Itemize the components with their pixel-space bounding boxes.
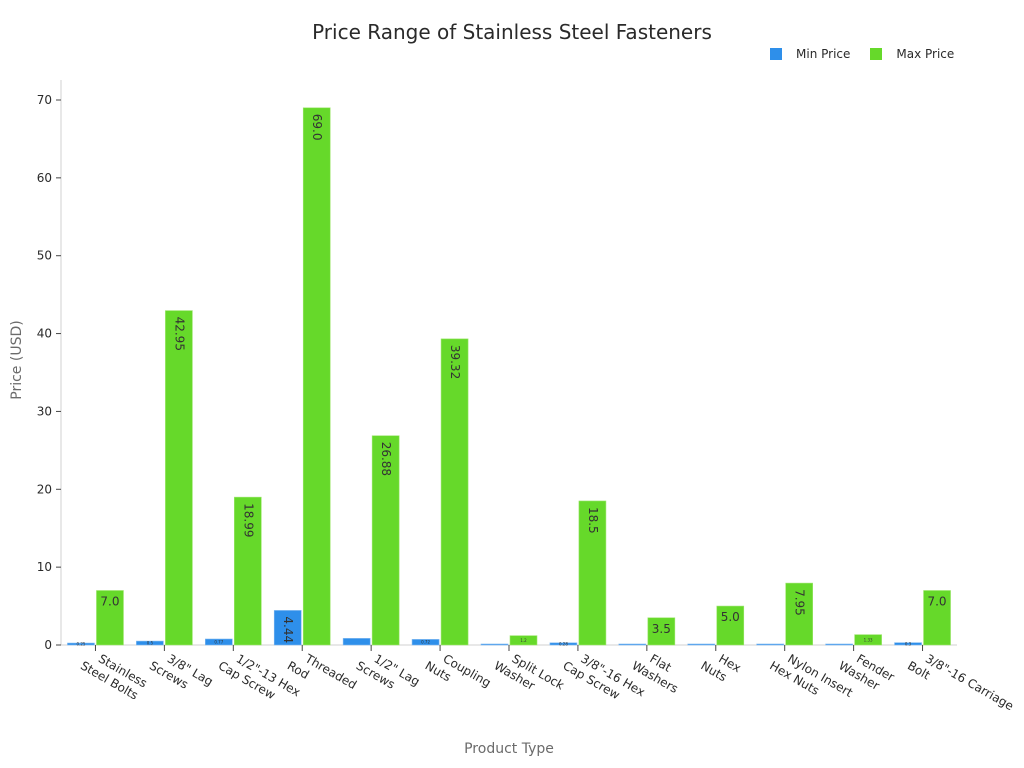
bar-value-label: 3.5 <box>652 622 671 636</box>
bar-max-3[interactable] <box>302 107 331 646</box>
bar-min-10[interactable] <box>756 643 784 646</box>
bar-min-6[interactable] <box>480 643 509 646</box>
bar-max-0[interactable] <box>96 590 124 646</box>
bar-min-5[interactable] <box>411 639 440 646</box>
bar-max-11[interactable] <box>854 634 882 646</box>
legend: Min Price Max Price <box>770 47 974 61</box>
bar-min-2[interactable] <box>205 638 233 646</box>
bar-min-7[interactable] <box>549 642 578 646</box>
bar-value-label: 4.44 <box>281 616 295 643</box>
y-tick-label: 20 <box>37 482 52 496</box>
legend-swatch-max <box>870 48 883 60</box>
y-tick-label: 10 <box>37 560 52 574</box>
y-tick-label: 60 <box>37 171 52 185</box>
legend-label-min: Min Price <box>796 47 851 61</box>
bar-max-9[interactable] <box>716 605 745 646</box>
bar-value-label: 1.2 <box>520 638 527 643</box>
bar-value-label: 0.72 <box>421 640 430 645</box>
bar-max-12[interactable] <box>923 590 951 646</box>
bar-max-6[interactable] <box>509 635 538 646</box>
svg-text:3/8"-16 Carriage: 3/8"-16 Carriage <box>923 651 1016 713</box>
bar-min-3[interactable] <box>273 610 302 646</box>
x-axis-label: Product Type <box>464 741 554 757</box>
bar-max-4[interactable] <box>371 435 400 646</box>
y-tick-label: 40 <box>37 327 52 341</box>
bar-value-label: 0.25 <box>77 642 86 647</box>
bar-value-label: 1.33 <box>864 637 873 642</box>
bar-value-label: 5.0 <box>721 610 740 624</box>
bar-value-label: 42.95 <box>172 317 186 351</box>
legend-item-max-price[interactable]: Max Price <box>870 47 954 61</box>
y-tick-label: 30 <box>37 404 52 418</box>
bar-value-label: 18.99 <box>241 503 255 537</box>
bar-value-label: 0.3 <box>905 641 912 646</box>
legend-swatch-min <box>770 48 782 60</box>
y-tick-label: 50 <box>37 249 52 263</box>
bar-min-11[interactable] <box>825 643 853 646</box>
bar-min-8[interactable] <box>618 643 647 646</box>
bar-value-label: 7.0 <box>927 595 946 609</box>
bar-max-2[interactable] <box>234 496 262 646</box>
bar-value-label: 7.95 <box>793 589 807 616</box>
bar-max-8[interactable] <box>647 617 676 646</box>
y-tick-label: 70 <box>37 93 52 107</box>
bar-value-label: 39.32 <box>448 345 462 379</box>
bar-max-5[interactable] <box>440 338 469 646</box>
bar-value-label: 26.88 <box>379 442 393 476</box>
bar-min-4[interactable] <box>342 638 371 646</box>
bar-value-label: 7.0 <box>100 595 119 609</box>
bar-value-label: 69.0 <box>310 114 324 141</box>
bar-min-1[interactable] <box>136 640 164 646</box>
bar-value-label: 0.77 <box>214 640 223 645</box>
bar-min-0[interactable] <box>67 642 95 646</box>
bar-min-12[interactable] <box>894 642 922 646</box>
legend-label-max: Max Price <box>896 47 955 61</box>
bar-value-label: 0.28 <box>559 641 568 646</box>
y-tick-label: 0 <box>44 638 52 652</box>
legend-item-min-price[interactable]: Min Price <box>770 47 850 61</box>
bar-max-1[interactable] <box>165 310 193 646</box>
chart-title: Price Range of Stainless Steel Fasteners <box>312 20 712 44</box>
bar-min-9[interactable] <box>687 643 716 646</box>
bar-value-label: 0.5 <box>147 641 154 646</box>
bar-max-7[interactable] <box>578 500 607 646</box>
bar-max-10[interactable] <box>785 582 813 646</box>
bar-value-label: 18.5 <box>586 507 600 534</box>
